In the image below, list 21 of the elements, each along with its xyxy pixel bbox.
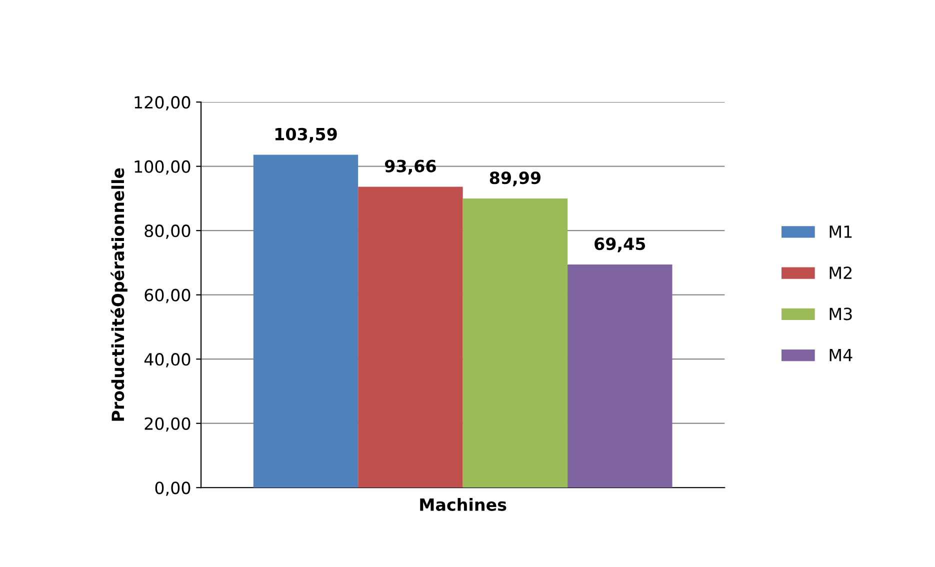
bar — [462, 198, 568, 488]
y-axis-title: ProductivitéOpérationnelle — [110, 168, 128, 421]
y-tick-label: 120,00 — [134, 96, 190, 110]
bar — [568, 264, 672, 488]
legend-label: M2 — [830, 266, 852, 279]
legend-label: M3 — [830, 308, 852, 320]
legend-label: M4 — [830, 348, 852, 362]
data-label: 93,66 — [384, 160, 436, 174]
y-tick-label: 80,00 — [144, 224, 190, 239]
bar — [253, 154, 358, 488]
y-tick-label: 40,00 — [144, 353, 190, 368]
bar — [358, 186, 463, 488]
data-label: 103,59 — [275, 128, 337, 143]
y-tick-label: 60,00 — [144, 288, 190, 304]
x-axis-title: Machines — [420, 498, 506, 511]
y-tick-label: 0,00 — [155, 482, 190, 496]
data-label: 89,99 — [490, 172, 540, 186]
legend-label: M1 — [830, 226, 852, 238]
y-tick-label: 100,00 — [134, 160, 190, 175]
data-label: 69,45 — [594, 238, 646, 252]
y-tick-label: 20,00 — [144, 417, 190, 432]
